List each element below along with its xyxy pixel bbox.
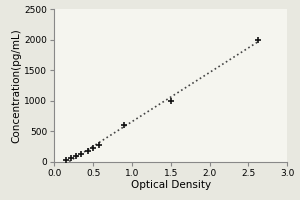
X-axis label: Optical Density: Optical Density xyxy=(131,180,211,190)
Y-axis label: Concentration(pg/mL): Concentration(pg/mL) xyxy=(12,28,22,143)
